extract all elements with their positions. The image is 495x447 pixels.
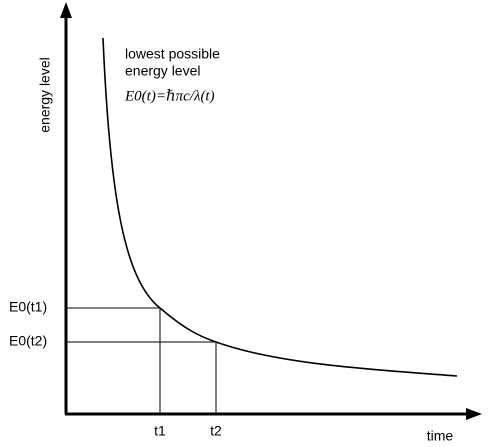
annotation-line: energy level	[125, 63, 201, 79]
formula: E0(t)=ℏπc/λ(t)	[124, 88, 215, 104]
annotation-line: lowest possible	[125, 46, 220, 62]
y-marker-label: E0(t2)	[9, 333, 47, 349]
x-marker-label: t2	[210, 423, 222, 439]
energy-curve	[102, 37, 458, 377]
x-axis-label: time	[427, 428, 454, 444]
y-axis-arrow	[60, 2, 72, 18]
x-marker-label: t1	[154, 423, 166, 439]
y-axis-label: energy level	[37, 57, 53, 133]
x-axis-arrow	[466, 408, 482, 420]
y-marker-label: E0(t1)	[9, 299, 47, 315]
